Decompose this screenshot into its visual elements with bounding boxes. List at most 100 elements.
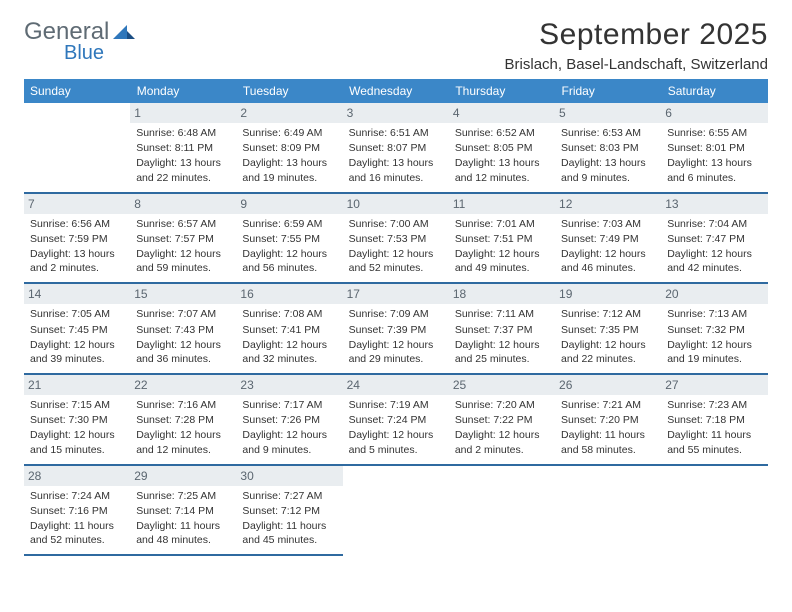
sunrise-line: Sunrise: 7:01 AM [455,217,549,231]
day-details: Sunrise: 6:49 AMSunset: 8:09 PMDaylight:… [242,126,336,185]
daylight-line: Daylight: 13 hours and 19 minutes. [242,156,336,184]
day-cell [24,103,130,193]
daylight-line: Daylight: 13 hours and 16 minutes. [349,156,443,184]
day-details: Sunrise: 7:19 AMSunset: 7:24 PMDaylight:… [349,398,443,457]
sunset-line: Sunset: 7:43 PM [136,323,230,337]
daylight-line: Daylight: 12 hours and 46 minutes. [561,247,655,275]
sunset-line: Sunset: 7:45 PM [30,323,124,337]
day-header: Friday [555,79,661,103]
sunrise-line: Sunrise: 6:57 AM [136,217,230,231]
sunrise-line: Sunrise: 7:23 AM [667,398,761,412]
sunrise-line: Sunrise: 7:21 AM [561,398,655,412]
daylight-line: Daylight: 11 hours and 55 minutes. [667,428,761,456]
day-details: Sunrise: 6:51 AMSunset: 8:07 PMDaylight:… [349,126,443,185]
day-details: Sunrise: 6:56 AMSunset: 7:59 PMDaylight:… [30,217,124,276]
day-details: Sunrise: 7:11 AMSunset: 7:37 PMDaylight:… [455,307,549,366]
calendar-head: SundayMondayTuesdayWednesdayThursdayFrid… [24,79,768,103]
day-cell: 25Sunrise: 7:20 AMSunset: 7:22 PMDayligh… [449,374,555,465]
title-block: September 2025 Brislach, Basel-Landschaf… [505,18,768,73]
sunset-line: Sunset: 8:01 PM [667,141,761,155]
day-number: 11 [449,194,555,214]
day-number: 6 [661,103,767,123]
daylight-line: Daylight: 12 hours and 19 minutes. [667,338,761,366]
sunrise-line: Sunrise: 7:24 AM [30,489,124,503]
day-details: Sunrise: 7:21 AMSunset: 7:20 PMDaylight:… [561,398,655,457]
sunrise-line: Sunrise: 7:04 AM [667,217,761,231]
day-cell [343,465,449,556]
week-row: 21Sunrise: 7:15 AMSunset: 7:30 PMDayligh… [24,374,768,465]
day-header: Sunday [24,79,130,103]
day-details: Sunrise: 7:05 AMSunset: 7:45 PMDaylight:… [30,307,124,366]
day-cell: 24Sunrise: 7:19 AMSunset: 7:24 PMDayligh… [343,374,449,465]
sunset-line: Sunset: 7:39 PM [349,323,443,337]
day-details: Sunrise: 7:16 AMSunset: 7:28 PMDaylight:… [136,398,230,457]
sunset-line: Sunset: 7:30 PM [30,413,124,427]
daylight-line: Daylight: 13 hours and 2 minutes. [30,247,124,275]
day-cell: 26Sunrise: 7:21 AMSunset: 7:20 PMDayligh… [555,374,661,465]
sunset-line: Sunset: 7:41 PM [242,323,336,337]
logo: General Blue [24,18,135,46]
sunrise-line: Sunrise: 6:55 AM [667,126,761,140]
day-number: 13 [661,194,767,214]
week-row: 28Sunrise: 7:24 AMSunset: 7:16 PMDayligh… [24,465,768,556]
day-number: 9 [236,194,342,214]
daylight-line: Daylight: 11 hours and 48 minutes. [136,519,230,547]
week-row: 14Sunrise: 7:05 AMSunset: 7:45 PMDayligh… [24,283,768,374]
sunset-line: Sunset: 8:05 PM [455,141,549,155]
daylight-line: Daylight: 12 hours and 52 minutes. [349,247,443,275]
day-number: 4 [449,103,555,123]
daylight-line: Daylight: 11 hours and 52 minutes. [30,519,124,547]
daylight-line: Daylight: 12 hours and 29 minutes. [349,338,443,366]
day-number: 16 [236,284,342,304]
sunset-line: Sunset: 7:57 PM [136,232,230,246]
day-details: Sunrise: 7:01 AMSunset: 7:51 PMDaylight:… [455,217,549,276]
sunrise-line: Sunrise: 7:17 AM [242,398,336,412]
sunrise-line: Sunrise: 6:49 AM [242,126,336,140]
day-details: Sunrise: 7:03 AMSunset: 7:49 PMDaylight:… [561,217,655,276]
day-cell: 29Sunrise: 7:25 AMSunset: 7:14 PMDayligh… [130,465,236,556]
day-number: 17 [343,284,449,304]
page-title: September 2025 [505,18,768,52]
sunrise-line: Sunrise: 7:08 AM [242,307,336,321]
sunrise-line: Sunrise: 7:25 AM [136,489,230,503]
sunset-line: Sunset: 8:03 PM [561,141,655,155]
daylight-line: Daylight: 13 hours and 9 minutes. [561,156,655,184]
daylight-line: Daylight: 13 hours and 12 minutes. [455,156,549,184]
sunrise-line: Sunrise: 7:05 AM [30,307,124,321]
calendar-table: SundayMondayTuesdayWednesdayThursdayFrid… [24,79,768,556]
daylight-line: Daylight: 12 hours and 2 minutes. [455,428,549,456]
daylight-line: Daylight: 12 hours and 22 minutes. [561,338,655,366]
location: Brislach, Basel-Landschaft, Switzerland [505,56,768,73]
daylight-line: Daylight: 13 hours and 22 minutes. [136,156,230,184]
day-cell: 27Sunrise: 7:23 AMSunset: 7:18 PMDayligh… [661,374,767,465]
day-cell: 6 Sunrise: 6:55 AMSunset: 8:01 PMDaylight… [661,103,767,193]
day-cell: 20Sunrise: 7:13 AMSunset: 7:32 PMDayligh… [661,283,767,374]
sunset-line: Sunset: 7:51 PM [455,232,549,246]
sunrise-line: Sunrise: 6:59 AM [242,217,336,231]
day-details: Sunrise: 7:07 AMSunset: 7:43 PMDaylight:… [136,307,230,366]
day-number: 1 [130,103,236,123]
sunset-line: Sunset: 7:35 PM [561,323,655,337]
sunset-line: Sunset: 7:18 PM [667,413,761,427]
day-details: Sunrise: 7:13 AMSunset: 7:32 PMDaylight:… [667,307,761,366]
day-details: Sunrise: 7:23 AMSunset: 7:18 PMDaylight:… [667,398,761,457]
day-details: Sunrise: 7:20 AMSunset: 7:22 PMDaylight:… [455,398,549,457]
sunrise-line: Sunrise: 6:52 AM [455,126,549,140]
day-number: 21 [24,375,130,395]
sunset-line: Sunset: 7:28 PM [136,413,230,427]
day-cell: 18Sunrise: 7:11 AMSunset: 7:37 PMDayligh… [449,283,555,374]
day-cell: 23Sunrise: 7:17 AMSunset: 7:26 PMDayligh… [236,374,342,465]
day-cell: 12Sunrise: 7:03 AMSunset: 7:49 PMDayligh… [555,193,661,284]
day-header: Tuesday [236,79,342,103]
sunset-line: Sunset: 7:22 PM [455,413,549,427]
daylight-line: Daylight: 13 hours and 6 minutes. [667,156,761,184]
day-cell: 3Sunrise: 6:51 AMSunset: 8:07 PMDaylight… [343,103,449,193]
daylight-line: Daylight: 12 hours and 49 minutes. [455,247,549,275]
day-details: Sunrise: 6:48 AMSunset: 8:11 PMDaylight:… [136,126,230,185]
sunrise-line: Sunrise: 7:03 AM [561,217,655,231]
day-cell: 30Sunrise: 7:27 AMSunset: 7:12 PMDayligh… [236,465,342,556]
sunrise-line: Sunrise: 6:48 AM [136,126,230,140]
day-cell: 22Sunrise: 7:16 AMSunset: 7:28 PMDayligh… [130,374,236,465]
daylight-line: Daylight: 12 hours and 25 minutes. [455,338,549,366]
day-cell: 4 Sunrise: 6:52 AMSunset: 8:05 PMDaylight… [449,103,555,193]
